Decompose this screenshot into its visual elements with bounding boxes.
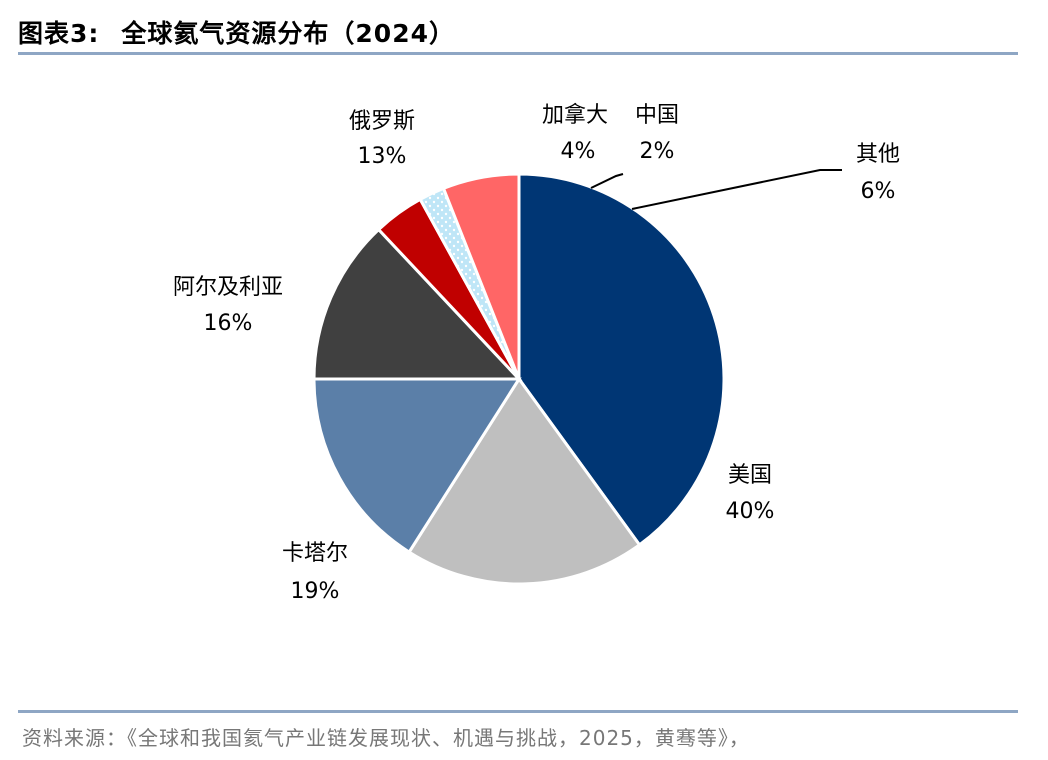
pie-slice-2 (312, 377, 522, 555)
slice-name-label: 加拿大 (542, 102, 608, 128)
chart-title: 图表3: 全球氦气资源分布（2024） (18, 14, 1018, 50)
chart-header: 图表3: 全球氦气资源分布（2024） (18, 14, 1018, 54)
pie-slice-6 (441, 172, 521, 380)
slice-name-label: 美国 (728, 463, 772, 488)
slice-name-label: 卡塔尔 (282, 541, 348, 566)
slice-name-label: 中国 (635, 103, 679, 128)
figure-title: 全球氦气资源分布（2024） (121, 19, 455, 48)
slice-name-label: 俄罗斯 (349, 109, 415, 134)
figure-number: 图表3: (18, 19, 100, 48)
slice-value-label: 40% (726, 499, 775, 524)
leader-line (590, 173, 624, 189)
slice-value-label: 4% (561, 139, 596, 164)
footer-divider (18, 710, 1018, 713)
slice-name-label: 其他 (856, 142, 900, 167)
slice-value-label: 2% (640, 139, 675, 164)
slice-value-label: 16% (204, 311, 253, 336)
slice-name-label: 阿尔及利亚 (173, 275, 283, 300)
slice-value-label: 6% (861, 179, 896, 204)
slice-value-label: 13% (358, 144, 407, 169)
pie-slice-1 (407, 376, 642, 586)
leader-line (631, 169, 842, 210)
pie-slice-0 (517, 172, 726, 547)
pie-slice-3 (312, 227, 523, 381)
header-divider (18, 52, 1018, 55)
slice-value-label: 19% (291, 579, 340, 604)
source-note: 资料来源：《全球和我国氦气产业链发展现状、机遇与挑战，2025，黄骞等》， (22, 726, 750, 750)
